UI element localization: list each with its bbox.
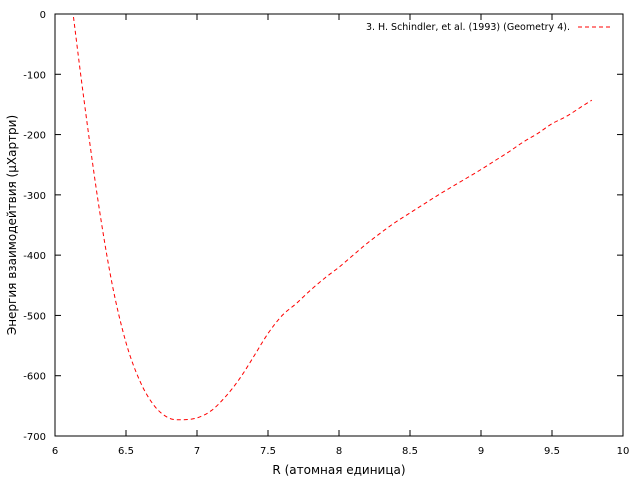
x-tick-label: 10 xyxy=(617,446,630,457)
x-tick-label: 6 xyxy=(52,446,58,457)
x-tick-label: 8 xyxy=(336,446,342,457)
axis-tick-labels: 6 6.5 7 7.5 8 8.5 9 9.5 10 0 -100 -200 -300 -400 -500 -… xyxy=(23,10,629,457)
y-tick-label: -600 xyxy=(23,372,46,383)
y-tick-label: -500 xyxy=(23,311,46,322)
y-tick-label: -200 xyxy=(23,131,46,142)
x-tick-label: 8.5 xyxy=(402,446,418,457)
x-tick-label: 9 xyxy=(478,446,484,457)
legend-label: 3. H. Schindler, et al. (1993) (Geometry… xyxy=(366,22,570,33)
x-tick-label: 6.5 xyxy=(118,446,134,457)
legend: 3. H. Schindler, et al. (1993) (Geometry… xyxy=(366,22,612,33)
x-axis-title: R (атомная единица) xyxy=(272,463,405,477)
y-axis-title: Энергия взаимодейтвия (μХартри) xyxy=(5,115,19,335)
y-tick-label: 0 xyxy=(40,10,46,21)
y-tick-label: -100 xyxy=(23,70,46,81)
axis-ticks xyxy=(54,13,624,437)
x-tick-label: 7.5 xyxy=(260,446,276,457)
plot-frame xyxy=(54,13,624,437)
y-tick-label: -400 xyxy=(23,251,46,262)
series-line xyxy=(73,16,593,421)
y-tick-label: -300 xyxy=(23,191,46,202)
x-tick-label: 9.5 xyxy=(544,446,560,457)
y-tick-label: -700 xyxy=(23,432,46,443)
x-tick-label: 7 xyxy=(194,446,200,457)
